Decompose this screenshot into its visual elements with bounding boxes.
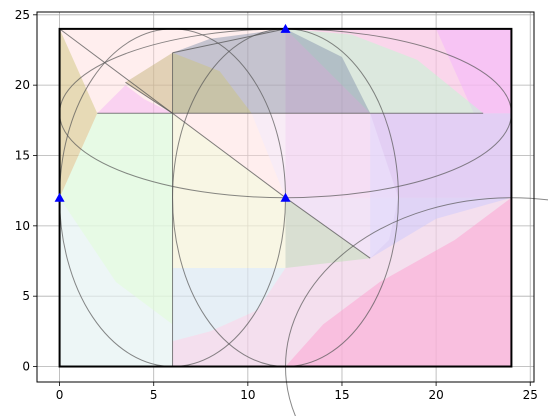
region-r20 xyxy=(59,28,98,198)
x-tick-label: 5 xyxy=(150,388,158,402)
region-r14 xyxy=(285,197,371,269)
x-tick-label: 10 xyxy=(240,388,255,402)
y-tick-label: 20 xyxy=(15,78,30,92)
region-r7 xyxy=(285,28,484,114)
line-diag-b xyxy=(285,197,371,259)
region-r10 xyxy=(172,52,252,114)
marker-left xyxy=(54,192,65,202)
region-r5 xyxy=(370,113,512,259)
region-r16 xyxy=(172,268,286,367)
marker-top xyxy=(280,23,291,33)
line-seg-d xyxy=(125,81,173,114)
region-r6 xyxy=(436,28,512,114)
y-tick-label: 0 xyxy=(22,360,30,374)
x-tick-label: 15 xyxy=(334,388,349,402)
ticks: 0 5 10 15 20 25 0 5 10 15 20 25 xyxy=(15,8,538,402)
region-r15 xyxy=(172,268,286,342)
y-tick-label: 15 xyxy=(15,148,30,162)
region-r11 xyxy=(59,113,173,367)
marker-center xyxy=(280,192,291,202)
y-tick-label: 10 xyxy=(15,219,30,233)
region-r18 xyxy=(251,113,399,259)
region-r2 xyxy=(285,197,512,367)
y-tick-label: 25 xyxy=(15,8,30,22)
y-tick-label: 5 xyxy=(22,289,30,303)
region-r17 xyxy=(97,85,173,114)
x-tick-label: 0 xyxy=(56,388,64,402)
x-tick-label: 20 xyxy=(428,388,443,402)
x-tick-label: 25 xyxy=(523,388,538,402)
region-r4 xyxy=(285,197,512,367)
markers xyxy=(54,23,291,202)
region-r12 xyxy=(59,113,173,325)
region-r9 xyxy=(125,52,173,114)
region-r13 xyxy=(172,113,286,269)
region-r8 xyxy=(172,28,371,114)
line-diag-c xyxy=(172,28,286,54)
axes-frame xyxy=(36,11,535,383)
